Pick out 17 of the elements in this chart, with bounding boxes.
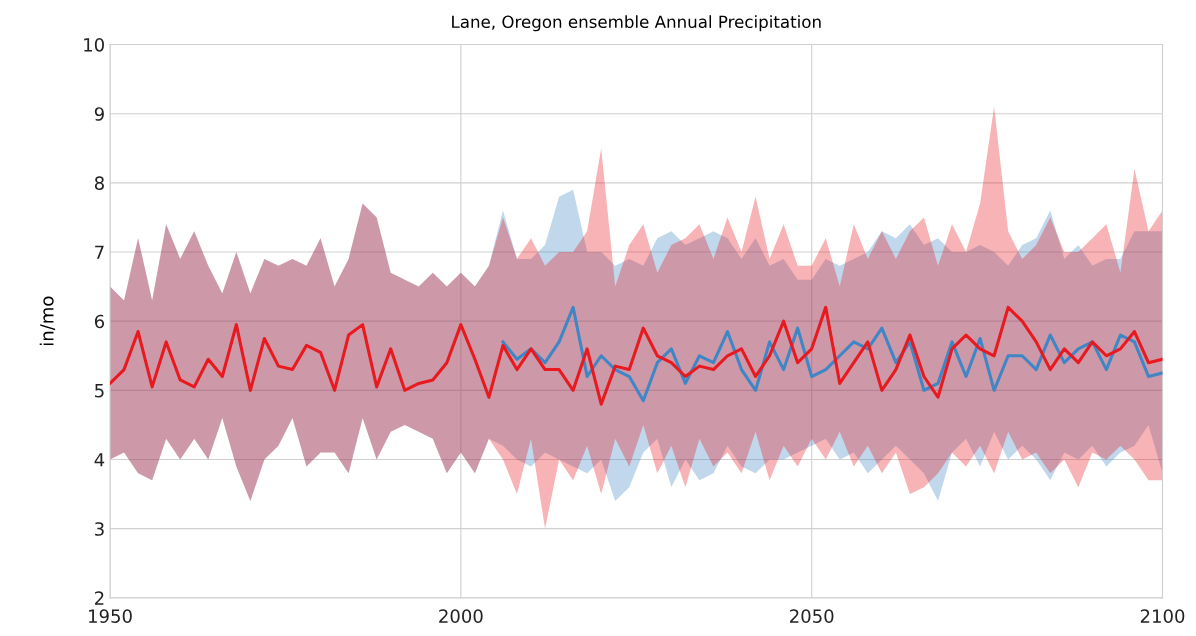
y-tick-label: 10 xyxy=(84,37,104,52)
x-tick-label: 1950 xyxy=(89,609,132,623)
y-tick-label: 7 xyxy=(95,245,104,259)
y-tick-label: 3 xyxy=(95,522,104,536)
x-tick-label: 2000 xyxy=(439,609,483,623)
y-tick-label: 5 xyxy=(95,384,104,398)
x-tick-label: 2100 xyxy=(1140,609,1185,623)
chart-title: Lane, Oregon ensemble Annual Precipitation xyxy=(452,15,821,32)
y-tick-label: 6 xyxy=(94,314,105,329)
y-tick-label: 4 xyxy=(94,453,105,467)
y-tick-label: 2 xyxy=(95,591,104,605)
line-series xyxy=(110,305,1163,406)
y-tick-label: 9 xyxy=(94,107,104,121)
x-tick-label: 2050 xyxy=(790,609,834,623)
y-tick-label: 8 xyxy=(94,176,104,190)
line-series xyxy=(501,305,1163,403)
y-axis-title: in/mo xyxy=(39,296,56,346)
